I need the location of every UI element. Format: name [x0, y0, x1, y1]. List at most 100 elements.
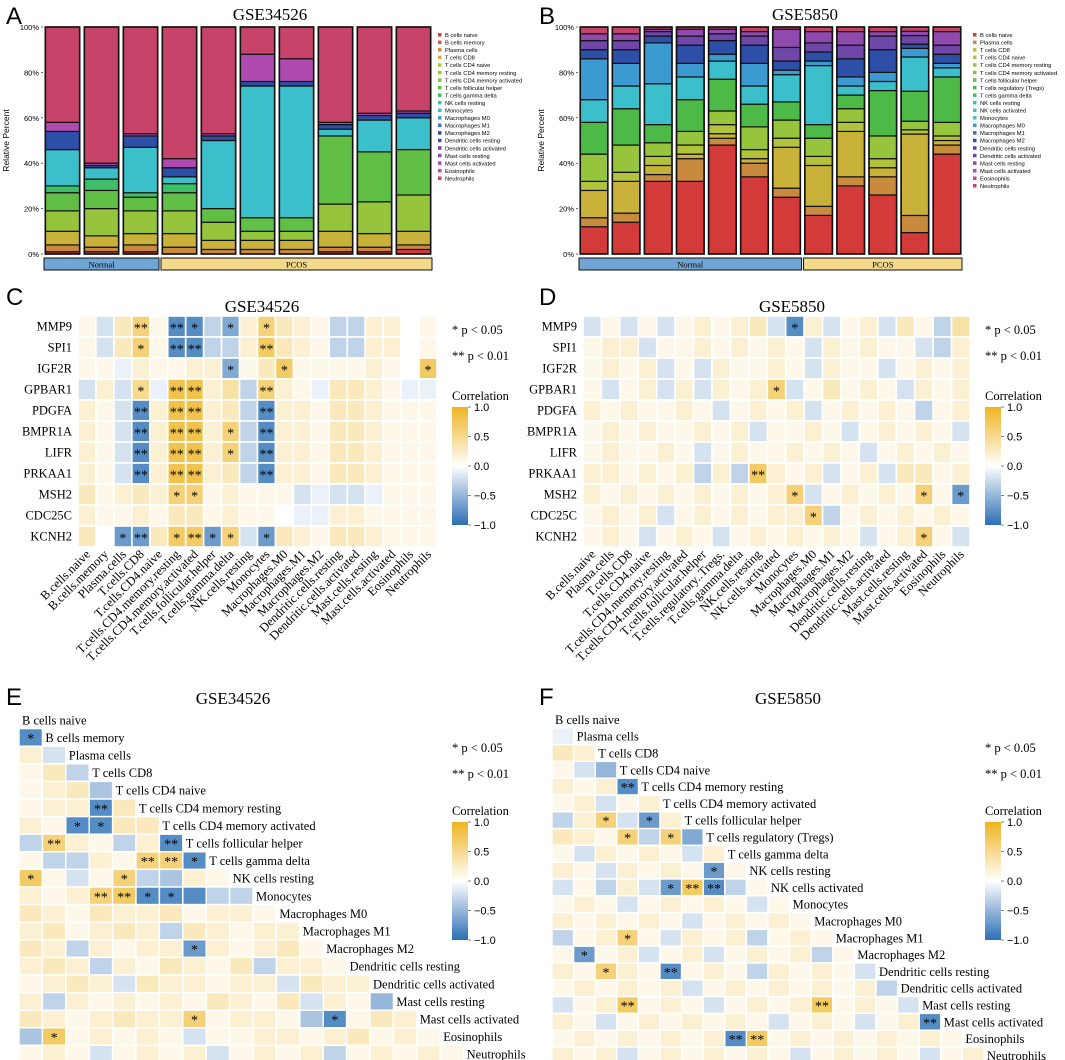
b-legend-label: Macrophages M0 [980, 124, 1025, 130]
b-legend-swatch [973, 33, 977, 37]
f-cell [767, 979, 791, 998]
c-title: GSE34526 [225, 297, 300, 316]
d-cell [895, 315, 916, 338]
c-cell [220, 462, 241, 485]
e-cell [158, 939, 184, 959]
e-cell [205, 1009, 231, 1029]
d-cell [766, 420, 787, 443]
e-cell [18, 939, 44, 959]
d-cell [674, 357, 695, 380]
b-bar-segment [772, 28, 801, 49]
f-cell [810, 1046, 834, 1060]
c-significance-mark: ** [259, 343, 273, 358]
c-cell [400, 441, 420, 464]
d-cell [674, 462, 695, 485]
d-cell [582, 441, 603, 464]
a-bar-segment [44, 26, 81, 123]
panel-b-stacked-bar-chart: GSE5850 Relative Percent 0% 20% 40% 60% 80% 100… [536, 5, 1057, 271]
e-significance-mark: * [191, 943, 198, 958]
f-cell [767, 1029, 791, 1048]
d-cell [895, 336, 916, 359]
a-bar-segment [122, 210, 159, 235]
f-cell [788, 995, 812, 1015]
a-legend-label: T cells CD8 [445, 56, 475, 62]
f-cell [637, 1029, 661, 1048]
e-cell [41, 868, 67, 888]
c-cell [418, 378, 438, 401]
f-cell [616, 1046, 640, 1060]
a-bar-segment [356, 246, 393, 253]
c-cell [328, 525, 349, 548]
d-cell [729, 525, 750, 548]
b-bar-segment [804, 164, 834, 207]
b-bar-segment [868, 35, 898, 51]
c-cell [382, 336, 402, 359]
e-cell [228, 956, 254, 976]
e-cell [18, 921, 44, 941]
a-legend-label: Macrophages M1 [445, 124, 490, 130]
a-bar-segment [83, 178, 120, 192]
c-cell [131, 504, 151, 527]
b-bar-segment [707, 137, 737, 146]
e-cell [345, 1009, 371, 1029]
e-diag-label: B cells memory [45, 731, 125, 745]
c-cell [418, 441, 438, 464]
a-legend-swatch [438, 85, 442, 90]
f-cell [680, 945, 704, 964]
d-cell [655, 420, 676, 443]
f-cell [810, 1012, 834, 1031]
b-bar-segment [932, 144, 962, 155]
e-significance-mark: ** [141, 855, 155, 870]
b-bar-segment [707, 28, 737, 35]
e-cell [88, 833, 114, 853]
f-cell [680, 979, 704, 998]
f-cell [616, 878, 640, 897]
c-significance-mark: ** [134, 427, 148, 442]
b-bar-segment [900, 34, 930, 45]
c-colorbar-label: −0.5 [474, 491, 496, 503]
f-cell [767, 1046, 791, 1060]
d-cell [619, 441, 640, 464]
e-significance-mark: * [51, 1031, 58, 1046]
f-cell [702, 1012, 726, 1031]
c-cell [274, 420, 295, 443]
e-diag-label: T cells CD8 [92, 766, 152, 780]
e-cell [299, 1027, 324, 1047]
c-cell [328, 420, 349, 443]
c-cell [149, 336, 169, 359]
d-cell [840, 357, 861, 380]
a-bar-segment [239, 26, 276, 55]
c-cell [364, 315, 384, 338]
e-diag-label: Eosinophils [443, 1030, 502, 1044]
f-cell [659, 911, 683, 931]
d-cell [950, 378, 971, 401]
c-cell [364, 399, 384, 422]
f-diag-label: B cells naive [555, 713, 620, 727]
a-legend-swatch [438, 131, 442, 135]
f-diag-label: NK cells activated [771, 881, 864, 895]
b-bar-segment [611, 33, 641, 42]
c-cell [328, 378, 349, 401]
b-bar-segment [707, 60, 737, 80]
c-cell [202, 504, 223, 527]
c-significance-mark: ** [259, 448, 273, 463]
a-bar-segment [239, 85, 276, 219]
c-significance-mark: ** [188, 406, 202, 421]
e-cell [88, 939, 114, 959]
b-legend-swatch [973, 40, 977, 45]
e-diag-label: Mast cells activated [420, 1013, 520, 1027]
b-bar-segment [836, 94, 866, 110]
b-bar-segment [836, 44, 866, 60]
d-cell [637, 504, 658, 527]
b-legend-label: T cells CD4 memory activated [980, 71, 1057, 77]
f-cell [767, 895, 791, 914]
a-legend-label: Mast cells resting [445, 154, 490, 160]
f-cell [702, 895, 726, 914]
c-significance-mark: ** [170, 343, 184, 358]
b-bar-segment [579, 49, 609, 60]
e-cell [65, 939, 90, 959]
e-cell [88, 780, 114, 800]
e-significance-mark: * [27, 732, 34, 747]
d-cell [932, 357, 953, 380]
d-cell [582, 399, 603, 422]
